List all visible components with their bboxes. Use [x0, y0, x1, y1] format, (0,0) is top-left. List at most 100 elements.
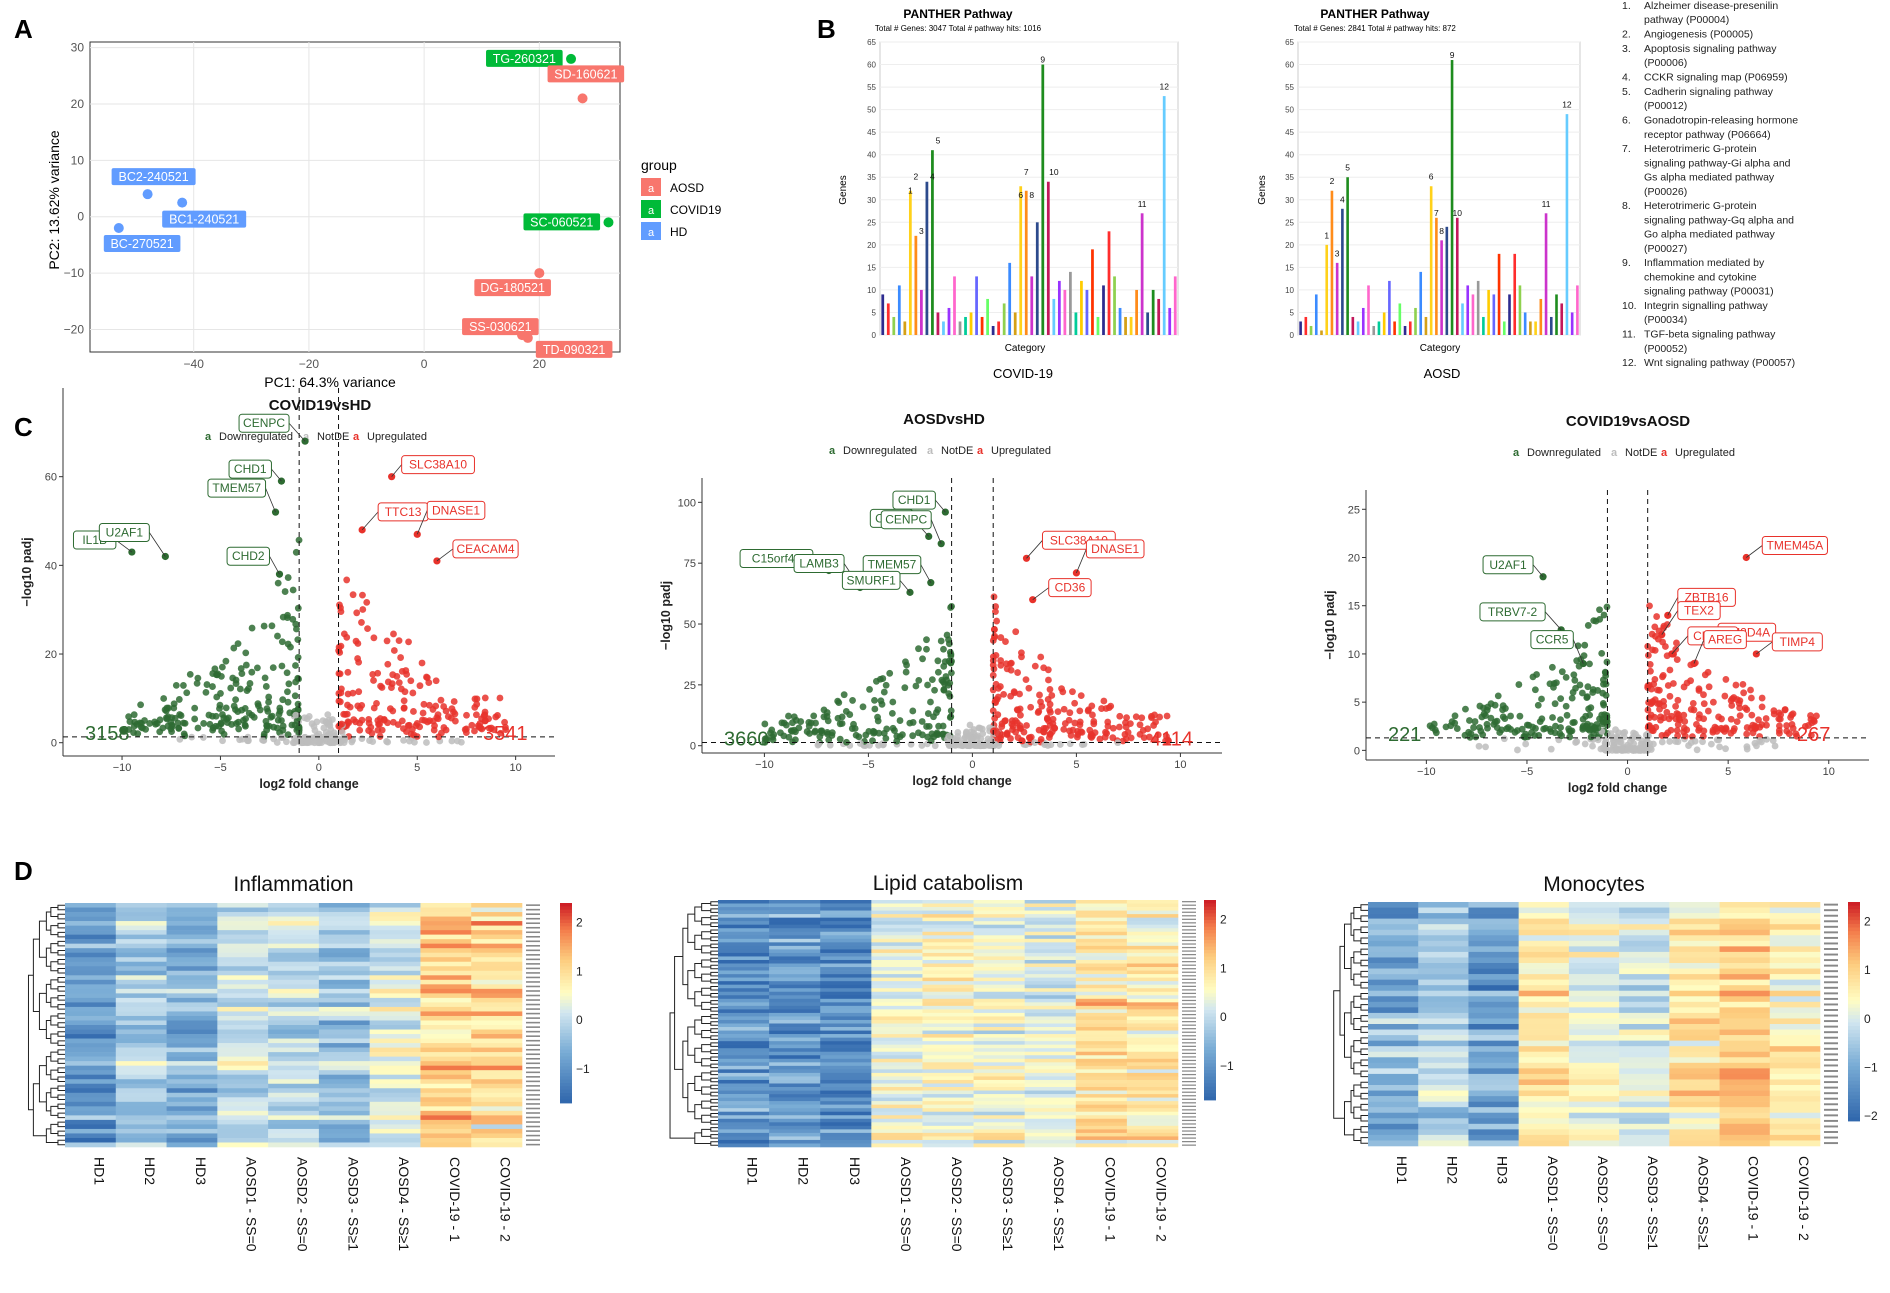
heatmap-cell: [1468, 1018, 1519, 1025]
pca-point: [142, 189, 153, 200]
heatmap-cell: [217, 1115, 269, 1121]
volcano-point: [855, 733, 863, 741]
heatmap-cell: [1619, 1112, 1670, 1119]
panther-bar: [1091, 249, 1094, 335]
heatmap-cell: [65, 934, 117, 940]
heatmap-cell: [820, 963, 872, 968]
heatmap-cell: [1719, 1007, 1771, 1014]
heatmap-cell: [420, 1083, 472, 1089]
volcano-point: [232, 676, 240, 684]
heatmap-row-label-mark: [526, 985, 540, 988]
heatmap-cell: [166, 1065, 218, 1071]
volcano-point: [1771, 742, 1779, 750]
volcano-point: [1693, 746, 1701, 754]
heatmap-cell: [369, 916, 421, 922]
panther-covid-title: PANTHER Pathway: [903, 7, 1012, 21]
heatmap-cell: [1126, 1104, 1179, 1109]
heatmap-cell: [1669, 957, 1720, 964]
heatmap-cell: [1024, 959, 1077, 964]
volcano-point: [263, 722, 271, 730]
volcano-point: [181, 732, 189, 740]
volcano-point: [146, 720, 154, 727]
volcano-label-leader: [271, 468, 282, 482]
volcano-point: [992, 603, 1000, 610]
heatmap-row-label-mark: [526, 917, 540, 920]
heatmap-cell: [471, 988, 523, 994]
heatmap-cell: [1126, 1027, 1179, 1031]
heatmap-cell: [115, 984, 167, 990]
heatmap-cell: [1769, 902, 1821, 908]
volcano-point: [1528, 729, 1535, 737]
dendrogram-branch: [1350, 1090, 1354, 1114]
volcano-label-leader: [115, 539, 133, 553]
dendrogram-branch: [1360, 993, 1368, 1000]
panther-y-tick: 65: [1285, 38, 1294, 47]
volcano-point: [1660, 622, 1668, 630]
volcano-point: [1586, 660, 1593, 668]
heatmap-cell: [471, 1124, 523, 1130]
panther-bar-annotation: 3: [1335, 248, 1340, 258]
volcano-point: [481, 717, 489, 725]
heatmap-cell: [1075, 931, 1128, 936]
heatmap-cell: [1719, 979, 1771, 986]
heatmap-cell: [973, 910, 1025, 915]
heatmap-cell: [217, 1097, 269, 1103]
heatmap-scale-step: [560, 903, 572, 907]
volcano-label-box: [238, 413, 290, 433]
volcano-point: [947, 707, 955, 715]
heatmap-cell: [1418, 1062, 1469, 1069]
heatmap-cell: [922, 991, 974, 996]
heatmap-cell: [217, 1110, 269, 1116]
heatmap-scale-step: [1848, 1011, 1860, 1016]
volcano-point: [909, 707, 917, 715]
volcano-point: [285, 680, 293, 688]
volcano-point: [343, 576, 351, 584]
heatmap-cell: [268, 952, 320, 958]
heatmap-cell: [318, 1065, 370, 1071]
volcano-point: [1747, 686, 1754, 694]
heatmap-scale-step: [1848, 1113, 1860, 1118]
volcano-point: [168, 721, 176, 729]
heatmap-cell: [769, 998, 821, 1003]
heatmap-cell: [922, 1129, 974, 1134]
heatmap-cell: [268, 988, 320, 994]
panther-bar-annotation: 11: [1542, 199, 1551, 209]
volcano-gene-label: U2AF1: [1489, 558, 1527, 572]
panther-y-tick: 45: [867, 128, 876, 137]
volcano-point: [1665, 715, 1673, 723]
volcano-point: [1807, 712, 1814, 719]
panther-bar: [1560, 303, 1564, 335]
heatmap-cell: [1368, 963, 1419, 969]
volcano-point: [1046, 706, 1053, 714]
heatmap-cell: [1518, 913, 1570, 919]
panther-bar: [942, 321, 945, 335]
heatmap-cell: [1468, 1051, 1519, 1058]
heatmap-scale-step: [560, 976, 572, 981]
volcano-point: [888, 709, 896, 717]
heatmap-cell: [769, 910, 821, 915]
heatmap-scale-step: [560, 1043, 572, 1047]
heatmap-cell: [1568, 1029, 1620, 1036]
dendrogram-branch: [682, 1040, 688, 1099]
heatmap-cell: [420, 1133, 472, 1139]
heatmap-cell: [471, 1061, 523, 1066]
heatmap-cell: [1568, 963, 1620, 969]
heatmap-cell: [420, 1124, 472, 1130]
heatmap-cell: [1518, 1024, 1570, 1030]
heatmap-cell: [1719, 913, 1771, 919]
heatmap-cell: [1024, 1048, 1077, 1053]
volcano-point: [1637, 744, 1645, 752]
panther-bar: [1118, 307, 1122, 335]
heatmap-cell: [922, 1048, 974, 1053]
volcano-y-tick: 50: [684, 619, 696, 631]
volcano-point: [1739, 680, 1747, 688]
heatmap-cell: [922, 1072, 974, 1077]
dendrogram-branch: [687, 913, 695, 943]
heatmap-cell: [1368, 1123, 1419, 1130]
heatmap-column-label: COVID-19 - 1: [447, 1157, 463, 1242]
heatmap-cell: [1075, 1118, 1128, 1123]
heatmap-cell: [471, 1015, 523, 1021]
heatmap-cell: [1368, 1096, 1419, 1102]
heatmap-cell: [820, 998, 872, 1003]
volcano-point: [203, 681, 211, 688]
